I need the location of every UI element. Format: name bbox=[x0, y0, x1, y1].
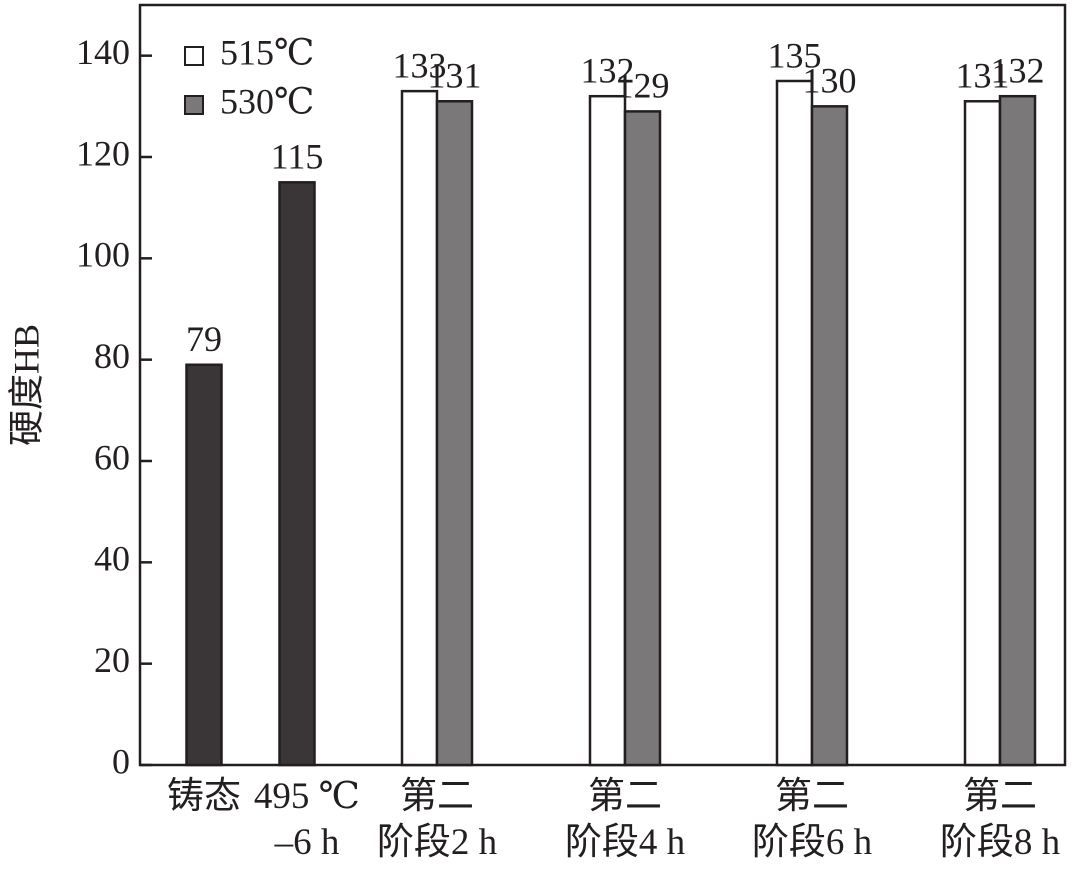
y-axis-label: 硬度HB bbox=[6, 324, 46, 446]
x-tick-label: 铸态 bbox=[167, 776, 241, 817]
y-tick-label: 140 bbox=[76, 32, 130, 72]
x-tick-label: 第二 阶段2 h bbox=[376, 776, 498, 863]
bar bbox=[400, 89, 439, 767]
y-tick-label: 80 bbox=[94, 336, 130, 376]
x-tick-label: 495 ℃ –6 h bbox=[253, 776, 361, 863]
bar bbox=[278, 181, 316, 767]
legend-swatch bbox=[184, 46, 204, 66]
bar bbox=[185, 363, 223, 767]
value-label: 130 bbox=[803, 61, 857, 101]
value-label: 131 bbox=[428, 56, 482, 96]
bar bbox=[998, 94, 1037, 767]
x-tick-label: 第二 阶段8 h bbox=[939, 776, 1061, 863]
legend-label: 530℃ bbox=[220, 81, 314, 121]
bar bbox=[623, 110, 662, 767]
legend-swatch bbox=[184, 95, 204, 115]
value-label: 132 bbox=[991, 50, 1045, 90]
bar bbox=[810, 105, 849, 767]
x-tick-label: 第二 阶段6 h bbox=[751, 776, 873, 863]
value-label: 131 bbox=[956, 56, 1010, 96]
legend-label: 515℃ bbox=[220, 32, 314, 72]
y-tick-label: 100 bbox=[76, 235, 130, 275]
y-tick-label: 40 bbox=[94, 539, 130, 579]
bar bbox=[435, 100, 474, 767]
value-label: 132 bbox=[581, 50, 635, 90]
bar bbox=[588, 94, 627, 767]
x-tick-label: 第二 阶段4 h bbox=[564, 776, 686, 863]
value-label: 129 bbox=[616, 66, 670, 106]
value-label: 135 bbox=[768, 35, 822, 75]
y-tick-label: 20 bbox=[94, 640, 130, 680]
y-tick-label: 0 bbox=[112, 741, 130, 781]
bar bbox=[963, 100, 1002, 767]
value-label: 115 bbox=[271, 137, 324, 177]
y-tick-label: 120 bbox=[76, 133, 130, 173]
y-tick-label: 60 bbox=[94, 437, 130, 477]
value-label: 79 bbox=[186, 319, 222, 359]
value-label: 133 bbox=[393, 45, 447, 85]
bar bbox=[775, 79, 814, 767]
